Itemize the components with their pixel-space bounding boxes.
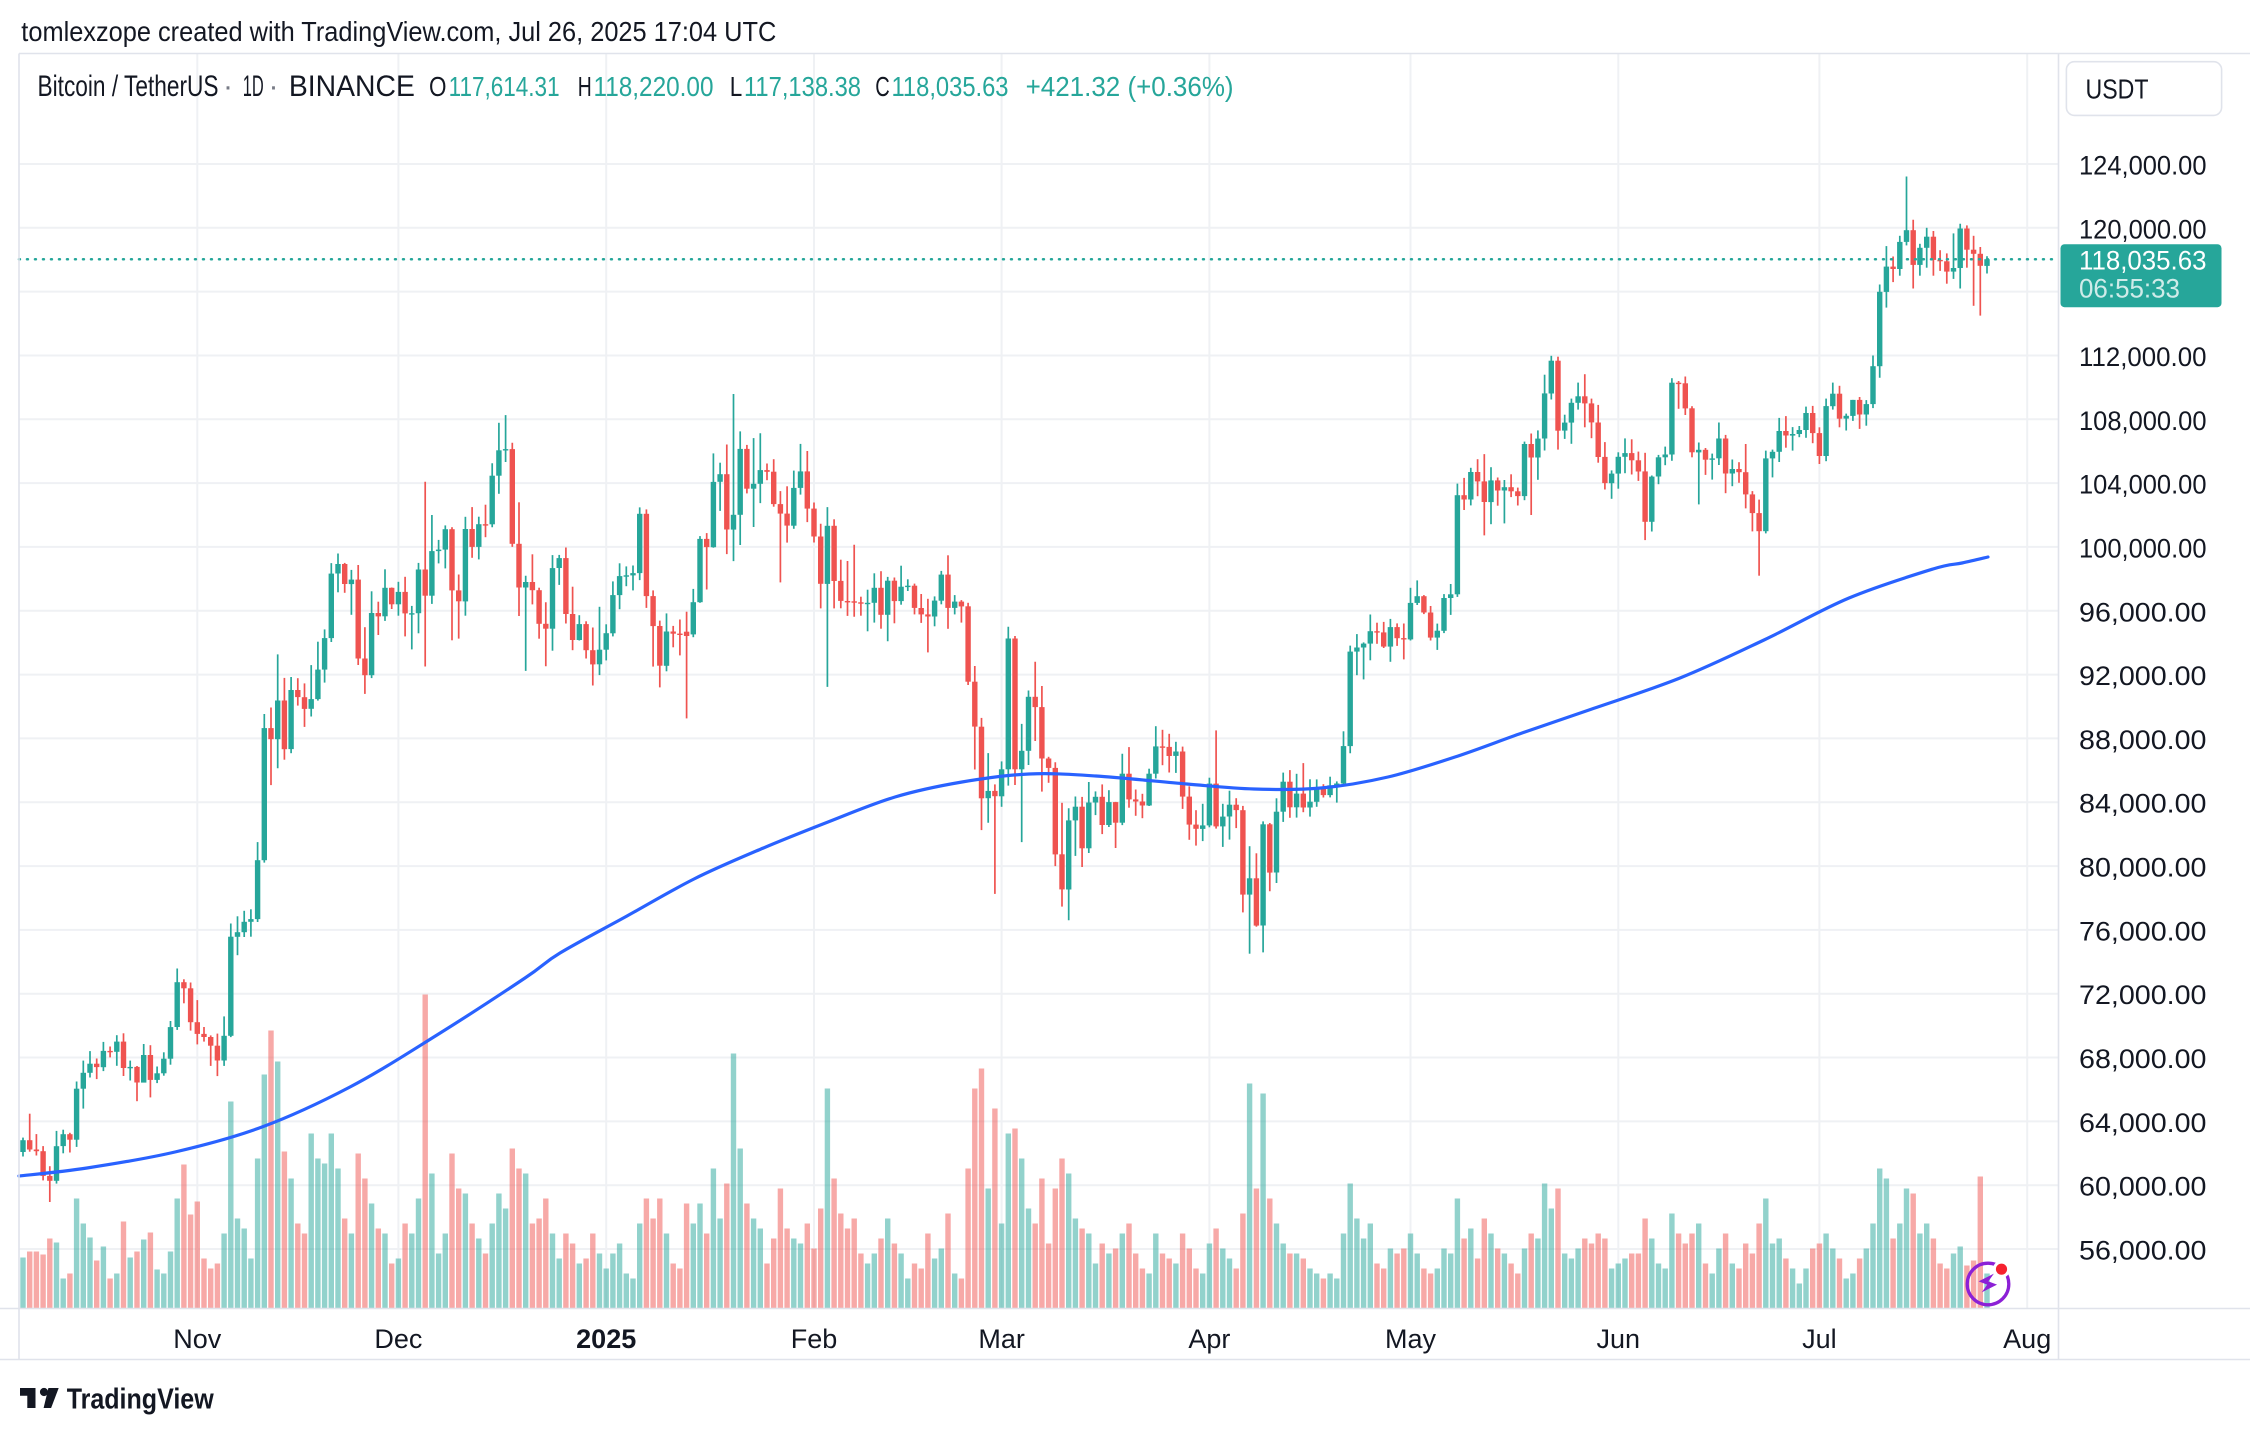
svg-text:C: C (875, 71, 890, 102)
svg-text:Bitcoin / TetherUS: Bitcoin / TetherUS (38, 70, 219, 103)
svg-text:H: H (578, 71, 592, 102)
svg-text:Jul: Jul (1802, 1324, 1837, 1354)
svg-text:56,000.00: 56,000.00 (2079, 1236, 2207, 1266)
svg-text:104,000.00: 104,000.00 (2079, 470, 2207, 500)
svg-text:tomlexzope created with Tradin: tomlexzope created with TradingView.com,… (21, 16, 776, 47)
svg-text:96,000.00: 96,000.00 (2079, 597, 2207, 627)
svg-text:88,000.00: 88,000.00 (2079, 725, 2207, 755)
svg-text:Dec: Dec (374, 1324, 422, 1354)
svg-text:O: O (429, 71, 447, 102)
svg-text:112,000.00: 112,000.00 (2079, 342, 2207, 372)
svg-text:120,000.00: 120,000.00 (2079, 214, 2207, 244)
svg-text:100,000.00: 100,000.00 (2079, 533, 2207, 563)
svg-text:+421.32 (+0.36%): +421.32 (+0.36%) (1026, 71, 1234, 102)
svg-text:124,000.00: 124,000.00 (2079, 151, 2207, 181)
svg-text:BINANCE: BINANCE (289, 70, 415, 103)
svg-text:Apr: Apr (1188, 1324, 1230, 1354)
svg-text:118,035.63: 118,035.63 (892, 71, 1009, 102)
svg-text:May: May (1385, 1324, 1437, 1354)
svg-text:·: · (223, 70, 233, 103)
svg-text:Mar: Mar (978, 1324, 1025, 1354)
svg-text:117,138.38: 117,138.38 (744, 71, 861, 102)
svg-text:1D: 1D (243, 70, 264, 103)
svg-text:118,035.63: 118,035.63 (2079, 246, 2207, 276)
svg-text:68,000.00: 68,000.00 (2079, 1044, 2207, 1074)
svg-text:60,000.00: 60,000.00 (2079, 1172, 2207, 1202)
svg-text:84,000.00: 84,000.00 (2079, 789, 2207, 819)
svg-text:117,614.31: 117,614.31 (449, 71, 560, 102)
svg-text:06:55:33: 06:55:33 (2079, 274, 2180, 304)
svg-text:Jun: Jun (1597, 1324, 1641, 1354)
svg-text:USDT: USDT (2086, 74, 2149, 105)
svg-text:92,000.00: 92,000.00 (2079, 661, 2207, 691)
svg-text:Feb: Feb (791, 1324, 838, 1354)
svg-text:·: · (269, 70, 279, 103)
svg-text:L: L (730, 71, 743, 102)
svg-text:Aug: Aug (2003, 1324, 2051, 1354)
svg-text:Nov: Nov (173, 1324, 222, 1354)
svg-text:64,000.00: 64,000.00 (2079, 1108, 2207, 1138)
svg-text:72,000.00: 72,000.00 (2079, 980, 2207, 1010)
svg-text:2025: 2025 (576, 1324, 636, 1354)
svg-text:TradingView: TradingView (67, 1384, 215, 1416)
svg-text:108,000.00: 108,000.00 (2079, 406, 2207, 436)
svg-text:80,000.00: 80,000.00 (2079, 853, 2207, 883)
svg-text:118,220.00: 118,220.00 (594, 71, 714, 102)
svg-text:76,000.00: 76,000.00 (2079, 916, 2207, 946)
